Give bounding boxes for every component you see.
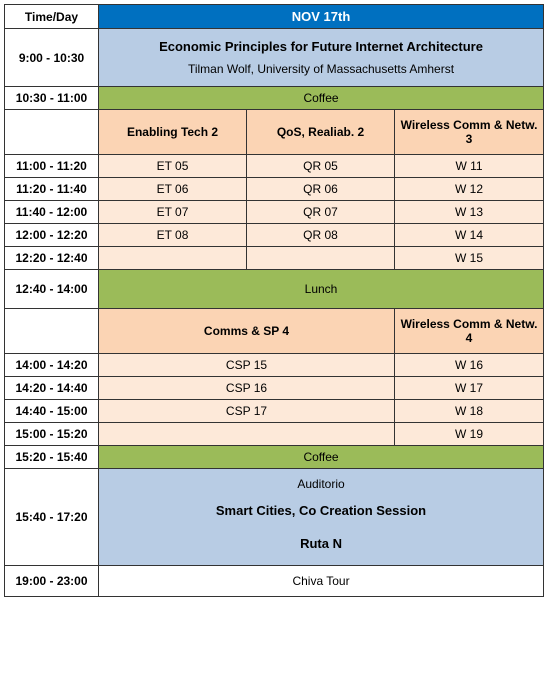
tour-time: 19:00 - 23:00 (5, 566, 99, 597)
session-cell: W 14 (395, 224, 544, 247)
keynote-speaker: Tilman Wolf, University of Massachusetts… (188, 62, 454, 76)
header-time: Time/Day (5, 5, 99, 29)
session-cell: QR 05 (247, 155, 395, 178)
session-cell: W 15 (395, 247, 544, 270)
break2-time: 15:20 - 15:40 (5, 446, 99, 469)
schedule-table: Time/Day NOV 17th 9:00 - 10:30 Economic … (4, 4, 544, 597)
session-cell: CSP 15 (99, 354, 395, 377)
tour-row: 19:00 - 23:00 Chiva Tour (5, 566, 544, 597)
break-row-2: 15:20 - 15:40 Coffee (5, 446, 544, 469)
session-cell: CSP 16 (99, 377, 395, 400)
track-qos: QoS, Realiab. 2 (247, 110, 395, 155)
session-cell: QR 07 (247, 201, 395, 224)
empty-time (5, 309, 99, 354)
session-cell: QR 08 (247, 224, 395, 247)
special-sub: Ruta N (107, 536, 535, 551)
session-cell: W 12 (395, 178, 544, 201)
time-slot: 11:20 - 11:40 (5, 178, 99, 201)
session-cell: ET 06 (99, 178, 247, 201)
table-row: 14:20 - 14:40 CSP 16 W 17 (5, 377, 544, 400)
session-cell: W 18 (395, 400, 544, 423)
table-row: 14:00 - 14:20 CSP 15 W 16 (5, 354, 544, 377)
table-row: 12:00 - 12:20 ET 08 QR 08 W 14 (5, 224, 544, 247)
track-wireless3: Wireless Comm & Netw. 3 (395, 110, 544, 155)
lunch-time: 12:40 - 14:00 (5, 270, 99, 309)
table-row: 14:40 - 15:00 CSP 17 W 18 (5, 400, 544, 423)
special-session-row: 15:40 - 17:20 Auditorio Smart Cities, Co… (5, 469, 544, 566)
morning-track-header: Enabling Tech 2 QoS, Realiab. 2 Wireless… (5, 110, 544, 155)
table-row: 11:20 - 11:40 ET 06 QR 06 W 12 (5, 178, 544, 201)
tour-label: Chiva Tour (99, 566, 544, 597)
session-cell: W 11 (395, 155, 544, 178)
session-cell: W 17 (395, 377, 544, 400)
special-title: Smart Cities, Co Creation Session (107, 503, 535, 518)
time-slot: 12:00 - 12:20 (5, 224, 99, 247)
keynote-title: Economic Principles for Future Internet … (107, 39, 535, 54)
session-cell: W 16 (395, 354, 544, 377)
lunch-row: 12:40 - 14:00 Lunch (5, 270, 544, 309)
keynote-cell: Economic Principles for Future Internet … (99, 29, 544, 87)
break-row-1: 10:30 - 11:00 Coffee (5, 87, 544, 110)
special-time: 15:40 - 17:20 (5, 469, 99, 566)
time-slot: 14:20 - 14:40 (5, 377, 99, 400)
header-row: Time/Day NOV 17th (5, 5, 544, 29)
afternoon-track-header: Comms & SP 4 Wireless Comm & Netw. 4 (5, 309, 544, 354)
session-cell (247, 247, 395, 270)
track-wireless4: Wireless Comm & Netw. 4 (395, 309, 544, 354)
session-cell: ET 07 (99, 201, 247, 224)
time-slot: 14:40 - 15:00 (5, 400, 99, 423)
table-row: 11:00 - 11:20 ET 05 QR 05 W 11 (5, 155, 544, 178)
lunch-label: Lunch (99, 270, 544, 309)
session-cell (99, 423, 395, 446)
header-day: NOV 17th (99, 5, 544, 29)
session-cell: ET 05 (99, 155, 247, 178)
track-enabling-tech: Enabling Tech 2 (99, 110, 247, 155)
special-venue: Auditorio (107, 477, 535, 491)
keynote-row: 9:00 - 10:30 Economic Principles for Fut… (5, 29, 544, 87)
empty-time (5, 110, 99, 155)
track-comms-sp: Comms & SP 4 (99, 309, 395, 354)
session-cell: W 13 (395, 201, 544, 224)
special-cell: Auditorio Smart Cities, Co Creation Sess… (99, 469, 544, 566)
break2-label: Coffee (99, 446, 544, 469)
break1-time: 10:30 - 11:00 (5, 87, 99, 110)
table-row: 12:20 - 12:40 W 15 (5, 247, 544, 270)
break1-label: Coffee (99, 87, 544, 110)
time-slot: 14:00 - 14:20 (5, 354, 99, 377)
session-cell: QR 06 (247, 178, 395, 201)
time-slot: 15:00 - 15:20 (5, 423, 99, 446)
table-row: 15:00 - 15:20 W 19 (5, 423, 544, 446)
table-row: 11:40 - 12:00 ET 07 QR 07 W 13 (5, 201, 544, 224)
session-cell (99, 247, 247, 270)
time-slot: 11:40 - 12:00 (5, 201, 99, 224)
keynote-time: 9:00 - 10:30 (5, 29, 99, 87)
time-slot: 12:20 - 12:40 (5, 247, 99, 270)
session-cell: ET 08 (99, 224, 247, 247)
session-cell: W 19 (395, 423, 544, 446)
time-slot: 11:00 - 11:20 (5, 155, 99, 178)
session-cell: CSP 17 (99, 400, 395, 423)
